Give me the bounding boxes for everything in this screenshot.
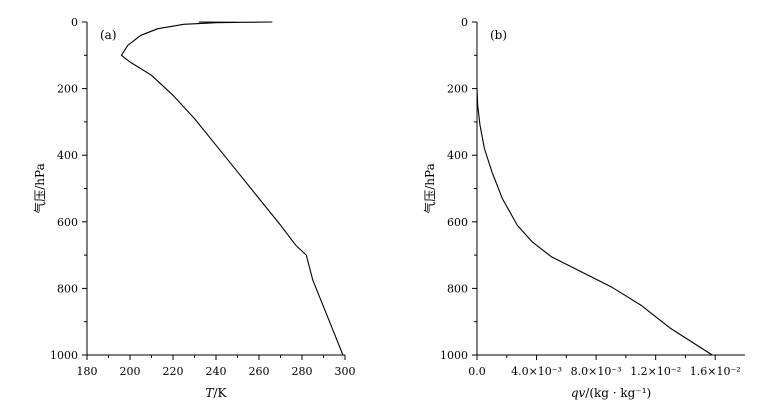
y-tick-label: 800 [447, 282, 468, 295]
x-tick-label: 300 [335, 365, 356, 378]
x-tick-label: 1.6×10⁻² [690, 365, 741, 378]
x-tick-label: 260 [249, 365, 270, 378]
y-tick-label: 0 [71, 16, 78, 29]
x-tick-label: 8.0×10⁻³ [571, 365, 622, 378]
y-tick-label: 600 [447, 216, 468, 229]
x-tick-label: 240 [206, 365, 227, 378]
y-tick-label: 400 [447, 149, 468, 162]
panel-label: (b) [490, 28, 507, 42]
y-tick-label: 0 [461, 16, 468, 29]
x-tick-label: 0.0 [468, 365, 486, 378]
y-tick-label: 400 [57, 149, 78, 162]
x-axis-unit: /(kg · kg⁻¹) [585, 386, 651, 400]
x-axis-unit: /K [214, 386, 228, 400]
y-tick-label: 200 [447, 83, 468, 96]
x-tick-label: 180 [77, 365, 98, 378]
y-axis-label: 气压/hPa [32, 163, 47, 213]
x-tick-label: 220 [163, 365, 184, 378]
x-axis-label: T/K [205, 386, 227, 400]
panel-label: (a) [100, 28, 117, 42]
series-line [120, 21, 344, 356]
x-tick-label: 1.2×10⁻² [630, 365, 681, 378]
x-axis-label: qv/(kg · kg⁻¹) [571, 386, 651, 400]
y-tick-label: 1000 [440, 349, 468, 362]
y-axis-label: 气压/hPa [422, 163, 437, 213]
panel-a: 0 200 400 600 800 1000 180 200 220 240 260 280 300 (a… [32, 16, 356, 400]
y-tick-label: 600 [57, 216, 78, 229]
x-axis-variable: T [205, 386, 214, 400]
x-axis-variable: qv [571, 386, 586, 400]
y-tick-label: 1000 [50, 349, 78, 362]
y-tick-label: 200 [57, 83, 78, 96]
y-tick-label: 800 [57, 282, 78, 295]
x-tick-label: 280 [292, 365, 313, 378]
x-tick-label: 4.0×10⁻³ [511, 365, 562, 378]
x-tick-label: 200 [120, 365, 141, 378]
series-line [476, 88, 713, 356]
